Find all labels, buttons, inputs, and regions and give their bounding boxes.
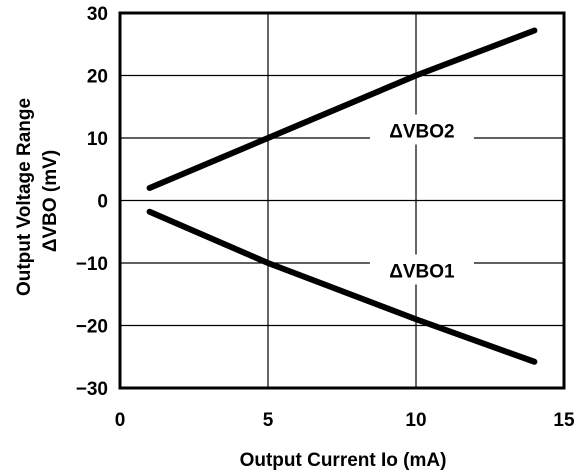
y-axis-unit: ΔVBO (mV) (40, 150, 61, 252)
series-label-dvbo1: ΔVBO1 (389, 262, 455, 283)
plot-frame (118, 11, 566, 390)
x-tick-label: 10 (405, 410, 426, 431)
y-tick-label: −20 (76, 317, 108, 338)
y-tick-label: −30 (76, 379, 108, 400)
y-tick-label: 20 (87, 67, 108, 88)
series-line-dvbo2 (146, 27, 538, 191)
y-axis-title: Output Voltage Range (14, 98, 35, 296)
y-tick-label: −10 (76, 254, 108, 275)
grid (120, 13, 564, 388)
x-tick-labels: 0 5 10 15 (115, 410, 575, 431)
series-label-background (369, 254, 474, 285)
y-tick-label: 10 (87, 129, 108, 150)
series-labels: ΔVBO2 ΔVBO1 (369, 114, 474, 285)
x-tick-label: 0 (115, 410, 126, 431)
y-tick-labels: 30 20 10 0 −10 −20 −30 (76, 4, 108, 400)
x-tick-label: 5 (263, 410, 274, 431)
series-label-background (369, 114, 474, 145)
y-tick-label: 30 (87, 4, 108, 25)
series-line-dvbo1 (146, 208, 538, 365)
x-tick-label: 15 (553, 410, 575, 431)
series-label-dvbo2: ΔVBO2 (389, 122, 454, 143)
x-axis-title: Output Current Io (mA) (240, 450, 447, 471)
series-lines (146, 27, 538, 365)
y-tick-label: 0 (97, 192, 108, 213)
